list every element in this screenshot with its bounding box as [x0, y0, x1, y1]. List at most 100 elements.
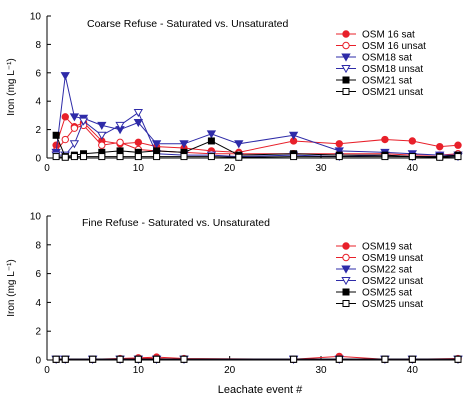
legend-marker [342, 88, 350, 95]
legend-item: OSM22 unsat [336, 276, 423, 287]
x-tick-label: 0 [44, 163, 50, 174]
legend-marker [341, 265, 351, 274]
y-tick-label: 2 [35, 327, 41, 338]
legend-item: OSM25 unsat [336, 299, 423, 310]
y-tick-label: 2 [35, 125, 41, 136]
legend-marker [342, 30, 350, 38]
legend-label: OSM21 unsat [362, 87, 423, 98]
data-point [454, 153, 462, 161]
data-point [97, 131, 107, 140]
x-tick-label: 30 [315, 163, 327, 174]
data-point [70, 124, 79, 132]
data-point [206, 130, 217, 139]
data-point [116, 147, 124, 155]
data-point [454, 141, 462, 149]
data-point [61, 113, 69, 121]
legend-marker [342, 41, 350, 50]
data-point [70, 153, 78, 161]
data-point [335, 355, 343, 363]
data-point [180, 355, 188, 363]
legend-item: OSM25 sat [336, 288, 412, 299]
series-osm25-unsat [52, 355, 462, 363]
x-tick-label: 10 [133, 163, 145, 174]
data-point [408, 355, 416, 363]
data-point [207, 153, 215, 161]
x-tick-label: 20 [224, 163, 236, 174]
data-point [97, 121, 107, 130]
x-tick-label: 40 [407, 365, 419, 376]
series-line [56, 156, 459, 158]
legend-label: OSM22 sat [362, 265, 412, 276]
data-point [153, 153, 161, 161]
chart-title: Coarse Refuse - Saturated vs. Unsaturate… [87, 18, 289, 30]
data-point [153, 355, 161, 363]
data-point [52, 153, 60, 161]
data-point [80, 153, 88, 161]
legend-item: OSM19 sat [336, 242, 412, 253]
data-point [61, 135, 69, 144]
x-tick-label: 30 [315, 365, 327, 376]
data-point [98, 153, 106, 161]
data-point [52, 131, 60, 139]
data-point [334, 147, 344, 156]
x-tick-label: 20 [224, 365, 236, 376]
series-osm21-unsat [52, 153, 462, 161]
data-point [133, 109, 143, 118]
legend-label: OSM25 unsat [362, 299, 423, 310]
y-axis-label: Iron (mg L⁻¹) [6, 58, 17, 116]
legend-label: OSM25 sat [362, 288, 412, 299]
x-tick-label: 0 [44, 365, 50, 376]
y-tick-label: 10 [30, 212, 42, 223]
y-tick-label: 4 [35, 298, 41, 309]
y-axis-label: Iron (mg L⁻¹) [6, 259, 17, 317]
data-point [288, 131, 299, 140]
series-osm21-sat [52, 131, 462, 161]
legend-label: OSM21 sat [362, 76, 412, 87]
y-tick-label: 6 [35, 269, 41, 280]
x-tick-label: 40 [407, 163, 419, 174]
data-point [60, 72, 70, 81]
data-point [290, 355, 298, 363]
legend-label: OSM 16 unsat [362, 41, 426, 52]
y-tick-label: 0 [35, 356, 41, 367]
data-point [381, 355, 389, 363]
data-point [335, 153, 343, 161]
data-point [207, 137, 215, 145]
data-point [381, 135, 389, 144]
y-tick-label: 8 [35, 40, 41, 51]
x-tick-label: 10 [133, 365, 145, 376]
data-point [180, 153, 188, 161]
legend-label: OSM19 sat [362, 242, 412, 253]
data-point [116, 153, 124, 161]
data-point [115, 121, 125, 130]
legend-marker [342, 300, 350, 307]
legend-marker [341, 65, 351, 74]
legend-marker [341, 53, 351, 62]
legend-item: OSM22 sat [336, 265, 412, 276]
legend-item: OSM21 sat [336, 76, 412, 87]
legend-item: OSM21 unsat [336, 87, 423, 98]
legend-label: OSM19 unsat [362, 253, 423, 264]
data-point [78, 117, 89, 126]
chart-panel-2: 0 2 4 6 8 10 0 10 20 30 40 Iron (mg L⁻¹) Fine Refuse… [6, 212, 463, 376]
y-tick-label: 8 [35, 240, 41, 251]
y-tick-label: 0 [35, 154, 41, 165]
legend-item: OSM 16 unsat [336, 41, 426, 52]
legend-marker [342, 288, 350, 296]
data-point [89, 355, 97, 363]
data-point [52, 355, 60, 363]
legend-item: OSM18 unsat [336, 64, 423, 75]
y-tick-label: 10 [30, 12, 42, 23]
series-osm18-unsat [51, 109, 463, 162]
y-tick-label: 6 [35, 68, 41, 79]
legend-item: OSM18 sat [336, 53, 412, 64]
data-point [290, 153, 298, 161]
legend-label: OSM22 unsat [362, 276, 423, 287]
data-point [436, 142, 444, 151]
data-point [61, 153, 69, 161]
data-point [133, 119, 143, 128]
data-point [116, 138, 124, 147]
data-point [335, 140, 343, 148]
data-point [153, 147, 161, 155]
